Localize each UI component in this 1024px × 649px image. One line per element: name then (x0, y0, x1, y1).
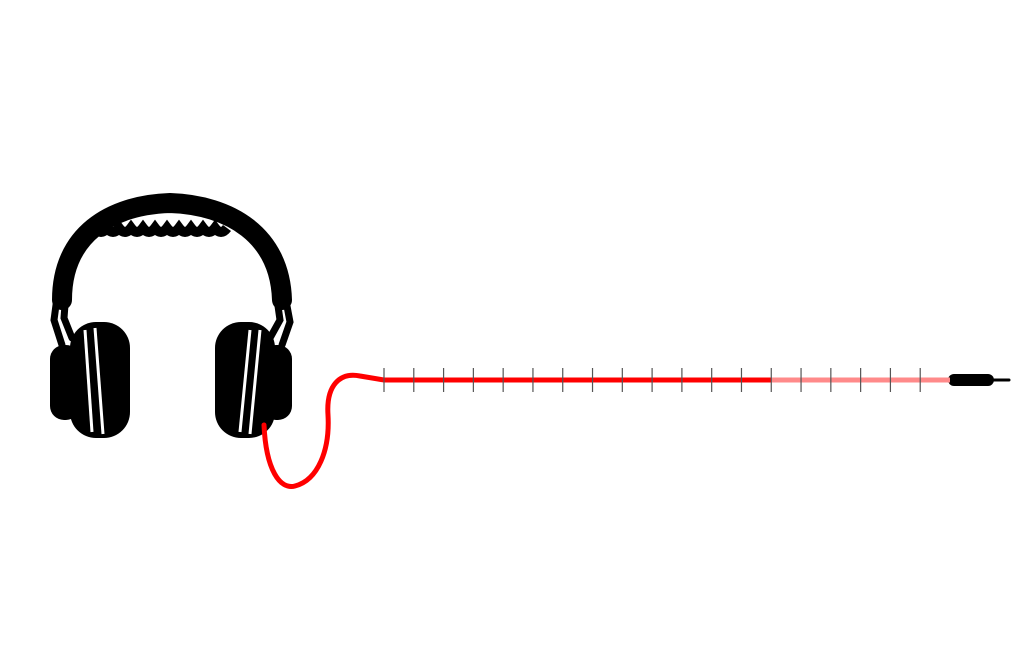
seek-slider[interactable] (383, 368, 950, 392)
audio-jack (948, 374, 1011, 386)
headphones-icon (50, 192, 294, 438)
cable (261, 372, 387, 489)
